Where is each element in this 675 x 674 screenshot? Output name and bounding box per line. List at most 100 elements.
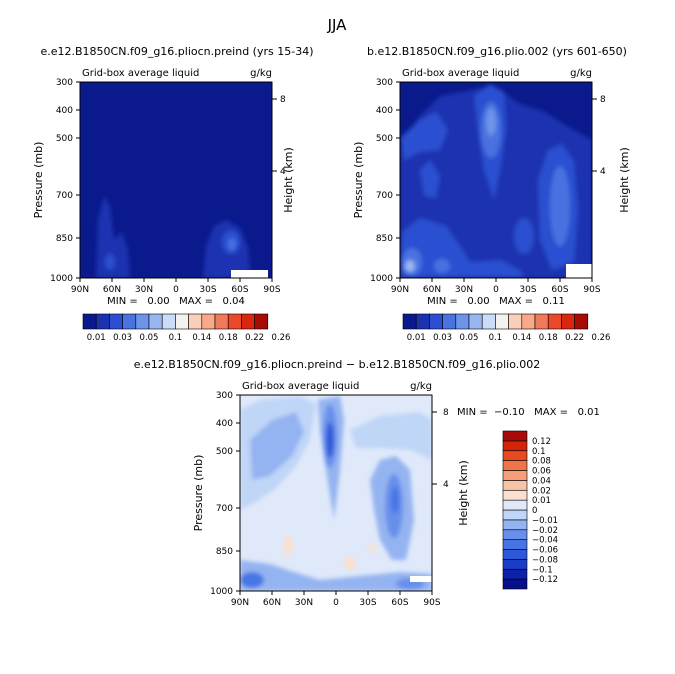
- colorbar-right-swatch-9: [521, 313, 536, 330]
- y-tick-850: 850: [376, 234, 393, 244]
- panel-bottom-subtitle: Grid-box average liquid: [242, 381, 359, 392]
- contour-lower-mid: [434, 259, 450, 273]
- colorbar-right-label-3: 0.1: [489, 333, 503, 343]
- colorbar-left-swatch-4: [135, 313, 150, 330]
- colorbar-right-swatch-10: [534, 313, 549, 330]
- y-tick-850: 850: [56, 234, 73, 244]
- x-tick-90s: 90S: [263, 285, 280, 295]
- x-tick-90n: 90N: [391, 285, 409, 295]
- x-tick-90s: 90S: [423, 598, 440, 608]
- colorbar-bottom-swatch-5: [502, 529, 528, 540]
- colorbar-bottom-label-5: 0.02: [532, 486, 551, 496]
- contour-center-peak: [486, 108, 496, 136]
- panel-right-title: b.e12.B1850CN.f09_g16.plio.002 (yrs 601-…: [367, 45, 627, 58]
- panel-bottom-field: [240, 395, 432, 591]
- y-tick-700: 700: [216, 504, 233, 514]
- colorbar-right-label-7: 0.26: [592, 333, 611, 343]
- colorbar-right: 0.01 0.03 0.05 0.1 0.14 0.18 0.22 0.26: [402, 313, 611, 343]
- colorbar-left-labels: 0.01 0.03 0.05 0.1 0.14 0.18 0.22 0.26: [87, 333, 291, 343]
- colorbar-left-swatch-6: [161, 313, 176, 330]
- colorbar-right-label-6: 0.22: [565, 333, 584, 343]
- colorbar-right-swatch-3: [442, 313, 457, 330]
- colorbar-left-swatch-12: [241, 313, 255, 330]
- colorbar-right-label-5: 0.18: [539, 333, 558, 343]
- contour-center-south: [514, 218, 534, 254]
- colorbar-left-swatches: [82, 313, 269, 330]
- contour-pos-b: [344, 556, 356, 570]
- x-tick-0: 0: [333, 598, 339, 608]
- colorbar-bottom-label-13: −0.1: [532, 565, 553, 575]
- y2-tick-8: 8: [443, 408, 449, 418]
- colorbar-bottom-label-12: −0.08: [532, 555, 558, 565]
- colorbar-bottom-swatch-10: [502, 480, 528, 491]
- x-tick-60s: 60S: [551, 285, 568, 295]
- colorbar-right-swatch-2: [429, 313, 443, 330]
- colorbar-left-swatch-0: [82, 313, 97, 330]
- contour-mid-b: [105, 254, 115, 270]
- colorbar-left-label-4: 0.14: [192, 333, 211, 343]
- y-tick-700: 700: [56, 191, 73, 201]
- colorbar-right-swatch-0: [402, 313, 417, 330]
- panel-left-stats: MIN = 0.00 MAX = 0.04: [107, 296, 245, 307]
- colorbar-bottom-swatch-14: [502, 440, 528, 452]
- colorbar-left-swatch-8: [188, 313, 203, 330]
- colorbar-right-label-2: 0.05: [460, 333, 479, 343]
- colorbar-bottom-swatch-7: [502, 509, 528, 521]
- colorbar-bottom-label-4: 0.04: [532, 476, 551, 486]
- colorbar-left-label-7: 0.26: [272, 333, 291, 343]
- colorbar-bottom-swatch-3: [502, 549, 528, 560]
- x-tick-0: 0: [493, 285, 499, 295]
- panel-left-units: g/kg: [250, 68, 272, 79]
- panel-bottom: e.e12.B1850CN.f09_g16.pliocn.preind − b.…: [134, 358, 600, 608]
- contour-lower-band: [400, 218, 524, 278]
- y2-tick-4: 4: [280, 167, 286, 177]
- colorbar-right-swatches: [402, 313, 589, 330]
- panel-bottom-units: g/kg: [410, 381, 432, 392]
- colorbar-bottom-labels: 0.120.10.080.060.040.020.010−0.01−0.02−0…: [532, 437, 558, 585]
- colorbar-right-swatch-8: [508, 313, 523, 330]
- x-tick-90n: 90N: [71, 285, 89, 295]
- y2-axis-label: Height (km): [618, 147, 631, 213]
- colorbar-bottom-swatch-11: [502, 470, 528, 481]
- colorbar-bottom-swatches: [502, 430, 528, 590]
- x-tick-90s: 90S: [583, 285, 600, 295]
- colorbar-bottom-label-8: −0.01: [532, 516, 558, 526]
- panel-right-stats: MIN = 0.00 MAX = 0.11: [427, 296, 565, 307]
- colorbar-bottom-swatch-2: [502, 559, 528, 570]
- contour-left-lobe: [420, 160, 440, 198]
- colorbar-left: 0.01 0.03 0.05 0.1 0.14 0.18 0.22 0.26: [82, 313, 291, 343]
- colorbar-right-label-0: 0.01: [407, 333, 426, 343]
- colorbar-bottom-swatch-8: [502, 499, 528, 511]
- colorbar-right-swatch-1: [415, 313, 430, 330]
- colorbar-left-swatch-11: [227, 313, 242, 330]
- y-tick-850: 850: [216, 547, 233, 557]
- y-axis-label: Pressure (mb): [32, 142, 45, 219]
- colorbar-bottom-label-2: 0.08: [532, 457, 551, 467]
- y-axis-label: Pressure (mb): [352, 142, 365, 219]
- contour-center-peak: [326, 422, 334, 458]
- colorbar-left-swatch-10: [214, 313, 229, 330]
- colorbar-bottom-label-1: 0.1: [532, 447, 546, 457]
- y2-tick-8: 8: [600, 95, 606, 105]
- y-tick-300: 300: [56, 78, 73, 88]
- colorbar-bottom-swatch-9: [502, 489, 528, 501]
- contour-upper-left: [400, 112, 448, 160]
- colorbar-bottom-swatch-4: [502, 539, 528, 550]
- colorbar-left-label-5: 0.18: [219, 333, 238, 343]
- y2-axis-label: Height (km): [282, 147, 295, 213]
- y-tick-1000: 1000: [210, 587, 233, 597]
- y-tick-1000: 1000: [50, 274, 73, 284]
- y-tick-400: 400: [376, 106, 393, 116]
- contour-south-core: [550, 166, 570, 246]
- colorbar-right-labels: 0.01 0.03 0.05 0.1 0.14 0.18 0.22 0.26: [407, 333, 611, 343]
- y-tick-500: 500: [56, 134, 73, 144]
- x-tick-30s: 30S: [359, 598, 376, 608]
- colorbar-right-swatch-13: [574, 313, 589, 330]
- y-tick-1000: 1000: [370, 274, 393, 284]
- y-tick-700: 700: [376, 191, 393, 201]
- colorbar-left-swatch-7: [175, 313, 189, 330]
- colorbar-right-swatch-12: [561, 313, 575, 330]
- panel-left-field: [80, 82, 272, 278]
- x-tick-60n: 60N: [423, 285, 441, 295]
- contour-south-peak: [391, 486, 399, 514]
